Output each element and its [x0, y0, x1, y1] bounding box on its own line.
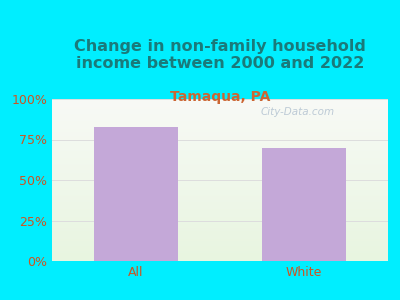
Text: Tamaqua, PA: Tamaqua, PA [170, 90, 270, 104]
Text: City-Data.com: City-Data.com [260, 107, 334, 117]
Bar [262, 148, 346, 261]
Bar [94, 127, 178, 261]
Text: Change in non-family household
income between 2000 and 2022: Change in non-family household income be… [74, 39, 366, 71]
